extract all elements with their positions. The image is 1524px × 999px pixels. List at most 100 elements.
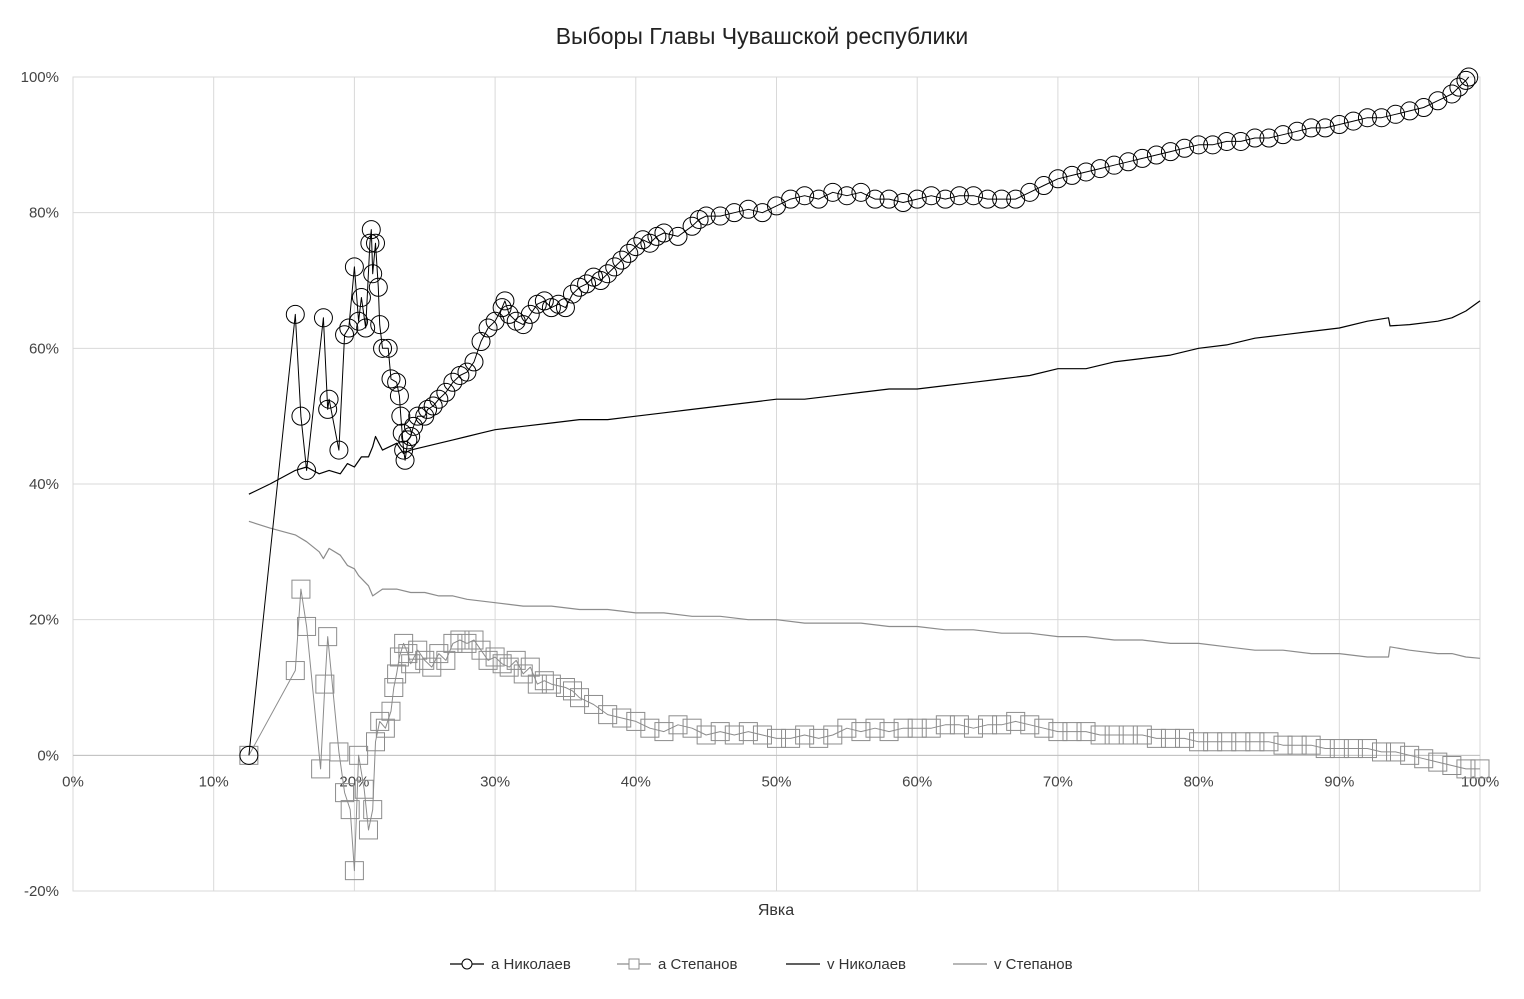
- data-point: [1357, 108, 1377, 128]
- data-point: [1104, 725, 1124, 745]
- data-point: [1203, 732, 1223, 752]
- data-point: [319, 389, 339, 409]
- data-point: [907, 718, 927, 738]
- data-point: [389, 386, 409, 406]
- data-point: [992, 715, 1012, 735]
- data-point: [335, 325, 355, 345]
- data-point: [391, 406, 411, 426]
- data-point: [1062, 722, 1082, 742]
- data-point: [1287, 121, 1307, 141]
- data-point: [612, 708, 632, 728]
- data-point: [378, 338, 398, 358]
- x-tick-label: 70%: [1043, 773, 1073, 790]
- y-tick-label: 80%: [29, 205, 59, 222]
- data-point: [562, 681, 582, 701]
- data-point: [570, 688, 590, 708]
- data-point: [436, 382, 456, 402]
- data-point: [499, 304, 519, 324]
- data-point: [1132, 148, 1152, 168]
- data-point: [457, 362, 477, 382]
- data-point: [361, 220, 381, 240]
- data-point: [541, 674, 561, 694]
- legend-label: v Степанов: [994, 956, 1073, 973]
- data-point: [401, 427, 421, 447]
- data-point: [1217, 732, 1237, 752]
- data-point: [1020, 715, 1040, 735]
- data-point: [1118, 152, 1138, 172]
- data-point: [403, 416, 423, 436]
- data-point: [591, 271, 611, 290]
- data-point: [1104, 155, 1124, 175]
- legend-label: a Николаев: [491, 956, 571, 973]
- data-point: [1245, 732, 1265, 752]
- data-point: [562, 284, 582, 304]
- data-point: [354, 779, 374, 799]
- x-tick-label: 40%: [621, 773, 651, 790]
- data-point: [395, 450, 415, 470]
- data-point: [381, 369, 401, 389]
- data-point: [1428, 752, 1448, 772]
- x-tick-label: 30%: [480, 773, 510, 790]
- data-point: [394, 633, 414, 653]
- data-point: [696, 725, 716, 745]
- data-point: [513, 315, 533, 335]
- data-point: [1189, 732, 1209, 752]
- series-line: [248, 520, 1481, 659]
- x-tick-label: 100%: [1461, 773, 1499, 790]
- data-point: [1034, 176, 1054, 196]
- legend-label: v Николаев: [827, 956, 906, 973]
- data-point: [499, 657, 519, 677]
- data-point: [682, 718, 702, 738]
- data-point: [921, 186, 941, 206]
- data-point: [1329, 739, 1349, 759]
- data-point: [375, 718, 395, 738]
- data-point: [384, 678, 404, 697]
- series-line: [248, 300, 1481, 495]
- data-point: [285, 304, 305, 324]
- data-point: [1160, 728, 1180, 748]
- data-point: [506, 650, 526, 670]
- data-point: [297, 616, 317, 636]
- data-point: [398, 644, 418, 664]
- data-point: [520, 304, 540, 324]
- data-point: [366, 233, 386, 253]
- legend-marker: [628, 958, 640, 970]
- data-point: [1273, 735, 1293, 755]
- data-point: [1449, 77, 1469, 97]
- data-point: [935, 715, 955, 735]
- data-point: [457, 633, 477, 653]
- data-point: [349, 745, 369, 765]
- data-point: [370, 711, 390, 731]
- data-point: [366, 732, 386, 752]
- data-point: [893, 718, 913, 738]
- data-point: [340, 800, 360, 820]
- data-point: [387, 664, 407, 684]
- data-point: [1076, 722, 1096, 742]
- data-point: [865, 189, 885, 209]
- data-point: [1132, 725, 1152, 745]
- data-point: [387, 372, 407, 392]
- data-point: [394, 440, 414, 460]
- data-point: [1456, 759, 1476, 779]
- data-point: [239, 745, 259, 765]
- data-point: [921, 718, 941, 738]
- data-point: [423, 396, 443, 416]
- data-point: [363, 264, 383, 284]
- data-point: [837, 718, 857, 738]
- data-point: [329, 742, 349, 762]
- legend-item: v Степанов: [953, 956, 1073, 973]
- data-point: [360, 233, 380, 253]
- data-point: [1372, 108, 1392, 128]
- series-4: [248, 520, 1481, 659]
- data-point: [1006, 189, 1026, 209]
- data-point: [291, 406, 311, 426]
- data-point: [949, 715, 969, 735]
- data-point: [534, 671, 554, 691]
- data-point: [626, 711, 646, 731]
- data-point: [978, 715, 998, 735]
- x-axis-title: Явка: [758, 902, 794, 919]
- data-point: [335, 783, 355, 803]
- data-point: [1020, 182, 1040, 202]
